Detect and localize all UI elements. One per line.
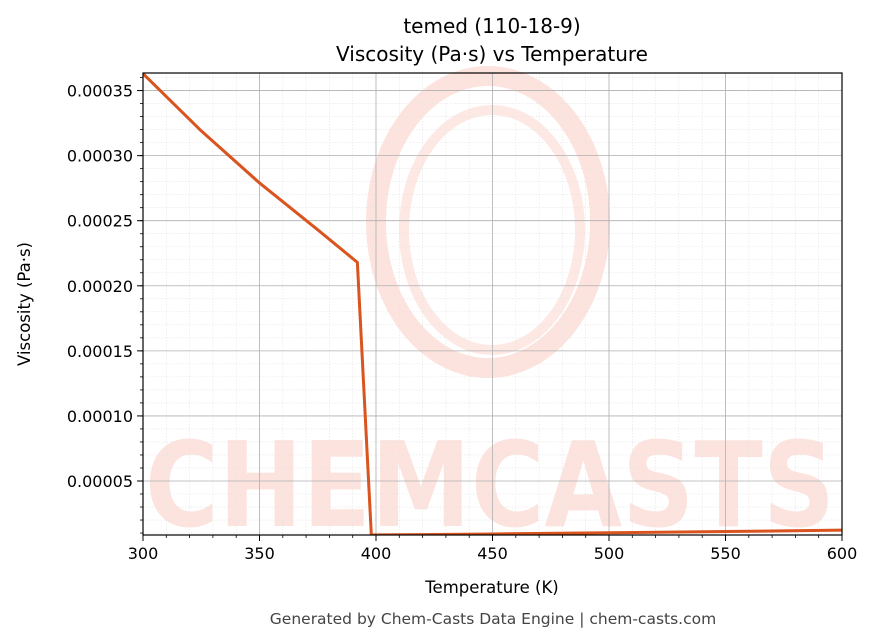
x-axis-label: Temperature (K)	[424, 578, 558, 597]
y-tick-label: 0.00025	[67, 212, 133, 231]
x-tick-label: 450	[477, 544, 508, 563]
chemcasts-watermark: CHEMCASTS	[145, 66, 835, 554]
x-tick-label: 550	[710, 544, 741, 563]
x-tick-label: 400	[361, 544, 392, 563]
x-tick-label: 300	[128, 544, 159, 563]
y-tick-label: 0.00030	[67, 147, 133, 166]
x-tick-label: 600	[827, 544, 858, 563]
x-tick-label: 350	[244, 544, 275, 563]
y-tick-label: 0.00035	[67, 82, 133, 101]
y-axis: 0.00005 0.00010 0.00015 0.00020 0.00025 0.000…	[67, 77, 143, 534]
watermark-swirl-inner	[399, 105, 585, 355]
x-tick-label: 500	[594, 544, 625, 563]
x-axis: 300 350 400 450 500 550 600	[128, 535, 858, 563]
y-tick-label: 0.00010	[67, 407, 133, 426]
watermark-swirl	[366, 66, 610, 378]
chart-title: temed (110-18-9)	[403, 14, 580, 38]
y-tick-label: 0.00015	[67, 342, 133, 361]
series-layer	[143, 73, 842, 535]
y-tick-label: 0.00020	[67, 277, 133, 296]
footer-credit: Generated by Chem-Casts Data Engine | ch…	[270, 610, 716, 628]
series-line	[143, 73, 842, 535]
major-grid	[142, 73, 843, 535]
chart-subtitle: Viscosity (Pa·s) vs Temperature	[336, 42, 648, 66]
y-tick-label: 0.00005	[67, 472, 133, 491]
y-axis-label: Viscosity (Pa·s)	[15, 242, 34, 366]
